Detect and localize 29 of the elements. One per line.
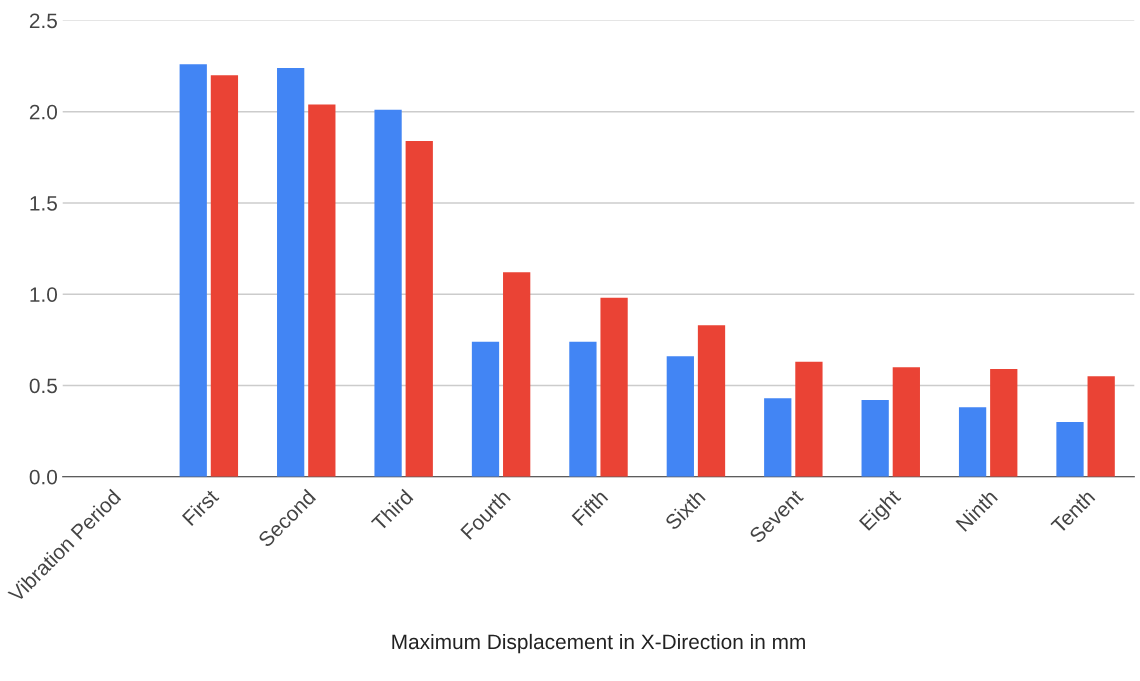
bar bbox=[308, 104, 336, 477]
y-tick-label: 2.5 bbox=[29, 13, 57, 29]
x-tick-label: Fifth bbox=[571, 488, 609, 527]
bar bbox=[374, 109, 402, 477]
x-tick-label: First bbox=[181, 487, 220, 527]
bar bbox=[861, 400, 889, 477]
bar bbox=[179, 64, 207, 477]
bar bbox=[600, 297, 628, 477]
bar bbox=[795, 361, 823, 477]
bar bbox=[277, 67, 305, 477]
bar bbox=[1056, 421, 1084, 477]
bar bbox=[958, 407, 987, 477]
y-tick-label: 2.0 bbox=[29, 104, 58, 120]
bar bbox=[405, 140, 433, 477]
y-tick-label: 0.5 bbox=[29, 378, 57, 394]
x-axis-title: Maximum Displacement in X-Direction in mm bbox=[392, 633, 805, 654]
y-tick-label: 0.0 bbox=[29, 469, 58, 485]
y-tick-label: 1.5 bbox=[30, 196, 57, 211]
bar bbox=[1087, 376, 1115, 477]
bar bbox=[471, 341, 500, 477]
bar bbox=[990, 369, 1018, 477]
y-tick-label: 1.0 bbox=[30, 287, 58, 302]
bar bbox=[697, 325, 726, 477]
bar bbox=[210, 75, 239, 477]
bar bbox=[503, 272, 531, 477]
bar bbox=[764, 398, 792, 477]
bar bbox=[569, 341, 597, 477]
bar bbox=[892, 367, 920, 477]
bar bbox=[666, 356, 694, 477]
